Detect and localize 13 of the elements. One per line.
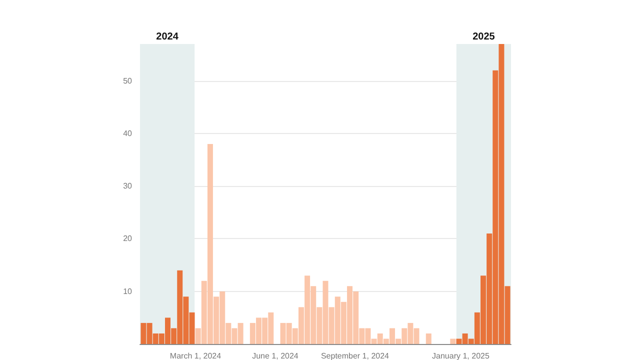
y-tick-label: 40 [123, 128, 133, 138]
bar [426, 333, 432, 344]
y-tick-label: 50 [123, 76, 133, 86]
x-tick-label: June 1, 2024 [252, 352, 299, 360]
x-tick-label: January 1, 2025 [432, 352, 490, 360]
y-tick-label: 20 [123, 234, 133, 244]
band-label: 2025 [472, 32, 496, 42]
band-label: 2024 [156, 32, 179, 42]
bar [450, 338, 456, 344]
y-tick-label: 30 [123, 182, 133, 191]
x-tick-label: March 1, 2024 [170, 352, 222, 360]
x-tick-label: September 1, 2024 [320, 352, 390, 360]
y-tick-label: 10 [123, 286, 133, 296]
